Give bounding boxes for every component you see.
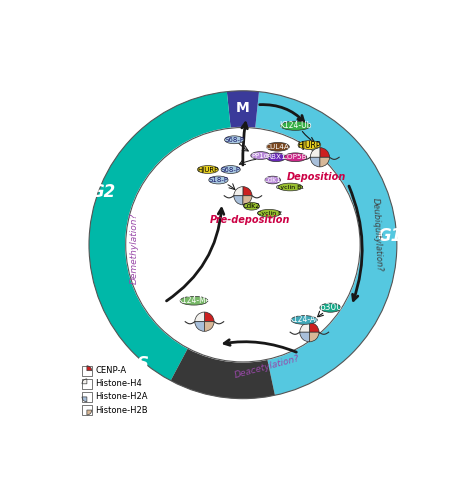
Text: HJURP: HJURP xyxy=(298,141,321,149)
Text: M: M xyxy=(236,101,250,115)
Wedge shape xyxy=(310,148,320,157)
Text: CUL4A: CUL4A xyxy=(266,144,290,150)
Circle shape xyxy=(126,128,360,362)
Wedge shape xyxy=(243,187,252,196)
Text: K124-Ac: K124-Ac xyxy=(289,315,320,324)
Text: K124-Me: K124-Me xyxy=(177,296,210,305)
Text: Pre-deposition: Pre-deposition xyxy=(210,215,290,225)
Wedge shape xyxy=(195,312,204,322)
Wedge shape xyxy=(204,312,214,322)
Text: HJURP: HJURP xyxy=(197,166,219,173)
Ellipse shape xyxy=(221,165,240,173)
Ellipse shape xyxy=(244,202,260,210)
Text: PP1α: PP1α xyxy=(252,152,269,158)
Text: RBX1: RBX1 xyxy=(266,154,286,160)
Text: S68-P: S68-P xyxy=(224,137,244,143)
Bar xyxy=(82,379,92,389)
Wedge shape xyxy=(234,187,243,196)
Text: S18-P: S18-P xyxy=(209,177,228,183)
Ellipse shape xyxy=(198,165,219,173)
Text: S: S xyxy=(137,355,149,373)
Ellipse shape xyxy=(266,153,286,162)
Ellipse shape xyxy=(278,183,302,191)
Text: S68-P: S68-P xyxy=(221,166,241,173)
Text: G1: G1 xyxy=(377,227,402,245)
Wedge shape xyxy=(243,196,252,205)
Text: Cyclin B₁: Cyclin B₁ xyxy=(276,185,304,190)
Polygon shape xyxy=(255,92,397,396)
Text: Deubiquitylation?: Deubiquitylation? xyxy=(371,197,384,271)
Text: Cyclin E: Cyclin E xyxy=(256,211,282,216)
Bar xyxy=(82,366,92,376)
Ellipse shape xyxy=(320,303,341,312)
Ellipse shape xyxy=(180,297,208,305)
Bar xyxy=(82,392,92,402)
Wedge shape xyxy=(310,157,320,167)
Wedge shape xyxy=(310,332,319,342)
Wedge shape xyxy=(204,322,214,331)
Bar xyxy=(82,405,92,415)
Ellipse shape xyxy=(265,176,281,184)
Polygon shape xyxy=(171,348,275,398)
Ellipse shape xyxy=(298,141,321,149)
Ellipse shape xyxy=(291,316,317,324)
Ellipse shape xyxy=(258,209,281,217)
Wedge shape xyxy=(87,410,92,415)
Wedge shape xyxy=(234,196,243,205)
Ellipse shape xyxy=(209,176,228,184)
Wedge shape xyxy=(87,366,92,371)
Wedge shape xyxy=(300,332,310,342)
Wedge shape xyxy=(320,157,329,167)
Polygon shape xyxy=(89,92,231,381)
Text: Demethylation?: Demethylation? xyxy=(130,212,139,284)
Text: Cdk1: Cdk1 xyxy=(264,177,282,183)
Wedge shape xyxy=(82,379,87,384)
Wedge shape xyxy=(82,397,87,402)
Wedge shape xyxy=(310,323,319,332)
Ellipse shape xyxy=(225,136,244,144)
Text: Deposition: Deposition xyxy=(287,171,346,182)
Text: Histone-H2B: Histone-H2B xyxy=(95,405,148,414)
Text: Histone-H4: Histone-H4 xyxy=(95,379,142,388)
Text: Cdk2: Cdk2 xyxy=(243,203,261,209)
Ellipse shape xyxy=(284,153,307,162)
Ellipse shape xyxy=(266,143,289,151)
Text: CENP-A: CENP-A xyxy=(95,366,127,375)
Wedge shape xyxy=(320,148,329,157)
Text: p300: p300 xyxy=(319,303,342,312)
Wedge shape xyxy=(195,322,204,331)
Ellipse shape xyxy=(251,151,270,159)
Wedge shape xyxy=(300,323,310,332)
Text: Histone-H2A: Histone-H2A xyxy=(95,393,148,401)
Text: Deacetylation?: Deacetylation? xyxy=(234,354,301,380)
Text: K124-Ub: K124-Ub xyxy=(279,121,311,130)
Ellipse shape xyxy=(281,121,310,130)
Text: G2: G2 xyxy=(91,183,116,201)
Polygon shape xyxy=(227,91,259,128)
Text: COP5B: COP5B xyxy=(283,154,308,160)
